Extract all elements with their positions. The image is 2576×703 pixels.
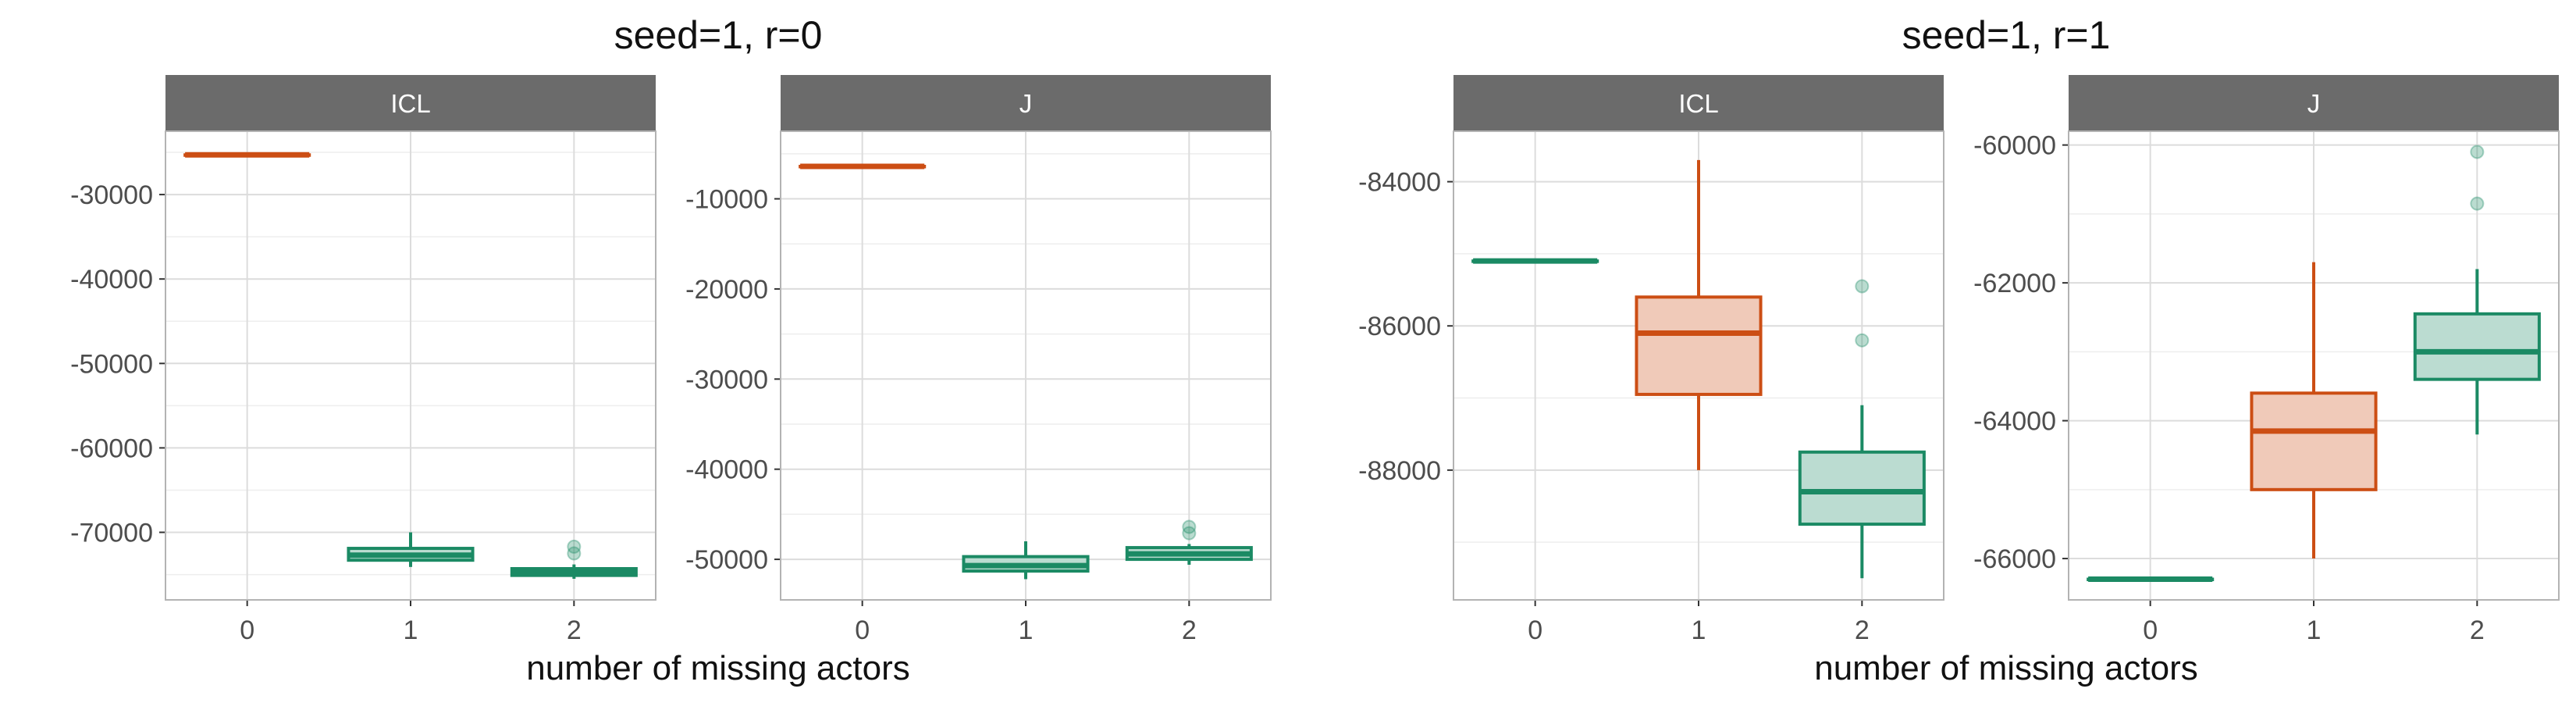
facet-strip <box>2069 75 2559 131</box>
x-tick-label: 2 <box>567 616 582 645</box>
facet-strip-label: ICL <box>1678 89 1718 118</box>
chart-title: seed=1, r=1 <box>1902 13 2111 57</box>
y-tick-label: -10000 <box>685 185 768 215</box>
outlier-point <box>2470 196 2485 211</box>
outlier-point <box>1855 279 1870 294</box>
box-1 <box>962 541 1090 580</box>
chart-seed1-r1: seed=1, r=1 number of missing actors ICL… <box>1358 13 2560 687</box>
facet-strip <box>165 75 656 131</box>
facet-strip-label: J <box>2307 89 2321 118</box>
facet-strip-label: J <box>1019 89 1033 118</box>
x-tick-label: 2 <box>2470 616 2485 645</box>
y-tick-label: -60000 <box>1973 131 2056 161</box>
y-tick-label: -40000 <box>685 455 768 485</box>
y-tick-label: -62000 <box>1973 269 2056 298</box>
panel-border <box>1453 130 1944 601</box>
box-1 <box>347 532 475 567</box>
outlier-point <box>1182 526 1197 541</box>
box-2 <box>1125 519 1253 565</box>
x-tick-label: 0 <box>2143 616 2158 645</box>
x-axis-label: number of missing actors <box>526 649 910 687</box>
x-tick-label: 0 <box>240 616 254 645</box>
x-tick-label: 1 <box>404 616 418 645</box>
facet-strip <box>781 75 1271 131</box>
x-tick-label: 1 <box>1019 616 1034 645</box>
y-tick-label: -88000 <box>1358 456 1441 486</box>
y-tick-label: -84000 <box>1358 168 1441 198</box>
facet-strip <box>1453 75 1944 131</box>
outlier-point <box>2470 145 2485 159</box>
y-tick-label: -30000 <box>685 365 768 394</box>
panel-j: J -10000 -20000 -30000 -40000 -50000 0 1 2 <box>685 75 1272 645</box>
y-tick-label: -20000 <box>685 275 768 305</box>
y-tick-label: -86000 <box>1358 312 1441 341</box>
x-tick-label: 1 <box>2307 616 2322 645</box>
x-tick-label: 2 <box>1855 616 1870 645</box>
box-1 <box>1635 159 1763 470</box>
y-tick-label: -30000 <box>70 180 153 210</box>
chart-seed1-r0: seed=1, r=0 number of missing actors ICL… <box>70 13 1272 687</box>
chart-title: seed=1, r=0 <box>614 13 823 57</box>
x-tick-label: 0 <box>855 616 870 645</box>
y-tick-label: -60000 <box>70 434 153 463</box>
outlier-point <box>567 539 582 554</box>
facet-strip-label: ICL <box>390 89 430 118</box>
box-iqr <box>2250 391 2378 491</box>
x-tick-label: 2 <box>1182 616 1197 645</box>
x-axis-label: number of missing actors <box>1814 649 2198 687</box>
box-2 <box>510 539 638 579</box>
y-tick-label: -50000 <box>685 545 768 575</box>
box-iqr <box>2413 312 2541 381</box>
box-2 <box>1798 279 1926 579</box>
y-tick-label: -70000 <box>70 519 153 548</box>
box-iqr <box>1635 295 1763 396</box>
box-0 <box>799 163 927 170</box>
panel-border <box>165 130 656 601</box>
y-tick-label: -64000 <box>1973 407 2056 437</box>
box-2 <box>2413 145 2541 435</box>
box-1 <box>2250 262 2378 559</box>
box-iqr <box>1798 450 1926 526</box>
panel-j: J -60000 -62000 -64000 -66000 0 1 2 <box>1973 75 2560 645</box>
y-tick-label: -40000 <box>70 265 153 294</box>
y-tick-label: -66000 <box>1973 544 2056 574</box>
panel-border <box>2068 130 2560 601</box>
panel-icl: ICL -84000 -86000 -88000 0 1 2 <box>1358 75 1944 645</box>
x-tick-label: 1 <box>1692 616 1706 645</box>
box-0 <box>1471 258 1599 264</box>
outlier-point <box>567 546 582 561</box>
panels: ICL -30000 -40000 -50000 -60000 -70000 0 1 2 J -10… <box>70 75 1272 645</box>
outlier-point <box>1855 333 1870 348</box>
panel-icl: ICL -30000 -40000 -50000 -60000 -70000 0 1 2 <box>70 75 656 645</box>
y-tick-label: -50000 <box>70 349 153 379</box>
x-tick-label: 0 <box>1528 616 1542 645</box>
panels: ICL -84000 -86000 -88000 0 1 2 J -60000 -62000 -64… <box>1358 75 2560 645</box>
outlier-point <box>1182 519 1197 534</box>
panel-border <box>780 130 1272 601</box>
